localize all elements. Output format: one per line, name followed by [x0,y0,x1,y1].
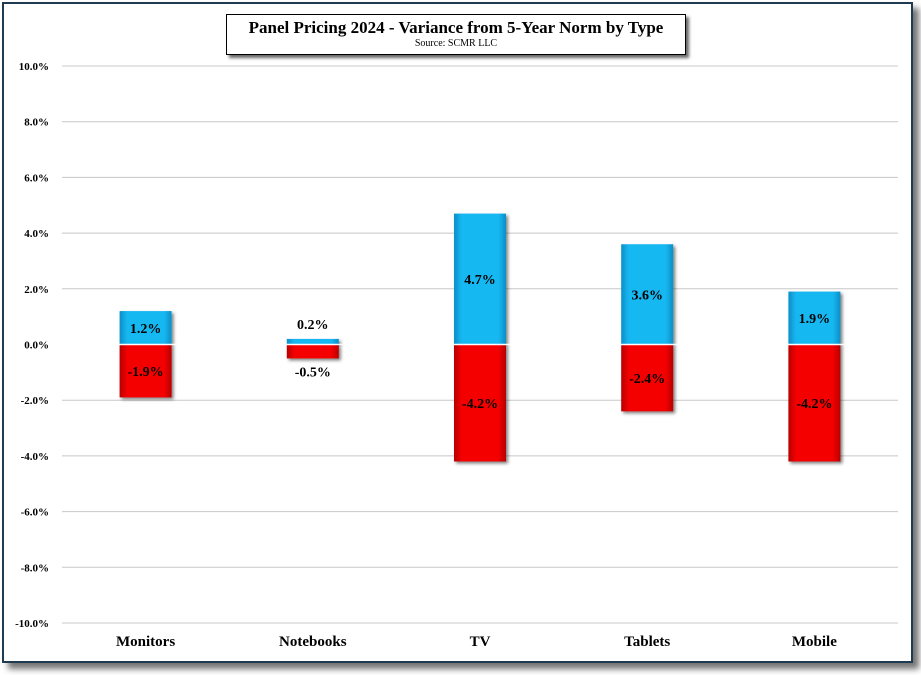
chart-subtitle: Source: SCMR LLC [414,38,498,49]
chart-title-box: Panel Pricing 2024 - Variance from 5-Yea… [226,14,686,55]
data-label: 3.6% [631,288,663,303]
x-category-label: Mobile [792,634,837,650]
x-category-label: Tablets [624,634,670,650]
data-label: -4.2% [796,397,832,412]
data-label: -4.2% [462,397,498,412]
data-label: -0.5% [295,365,331,380]
x-category-label: Monitors [116,634,175,650]
y-tick-label: 6.0% [24,172,49,184]
y-tick-label: 10.0% [19,61,49,73]
chart-title: Panel Pricing 2024 - Variance from 5-Yea… [248,18,664,37]
negative-variance-bar [788,344,841,462]
negative-variance-bar [119,344,172,398]
y-tick-label: -8.0% [21,562,49,574]
data-label: -2.4% [629,372,665,387]
y-tick-label: 2.0% [24,284,49,296]
data-label: -1.9% [128,365,164,380]
positive-variance-bar [788,291,841,345]
y-tick-label: 4.0% [24,228,49,240]
y-tick-label: -10.0% [15,618,49,630]
negative-variance-bar [621,344,674,412]
data-label: 1.2% [130,322,162,337]
positive-variance-bar [621,244,674,345]
x-category-label: Notebooks [279,634,347,650]
positive-variance-bar [286,338,339,345]
y-tick-label: -2.0% [21,395,49,407]
y-tick-label: 8.0% [24,117,49,129]
data-label: 1.9% [799,312,831,327]
y-tick-label: 0.0% [24,340,49,352]
negative-variance-bar [454,344,506,462]
y-tick-label: -4.0% [21,451,49,463]
data-label: 4.7% [464,273,496,288]
negative-variance-bar [286,344,339,359]
y-tick-label: -6.0% [21,507,49,519]
x-category-label: TV [470,634,491,650]
positive-variance-bar [454,213,506,345]
data-label: 0.2% [297,318,329,333]
positive-variance-bar [119,311,172,345]
